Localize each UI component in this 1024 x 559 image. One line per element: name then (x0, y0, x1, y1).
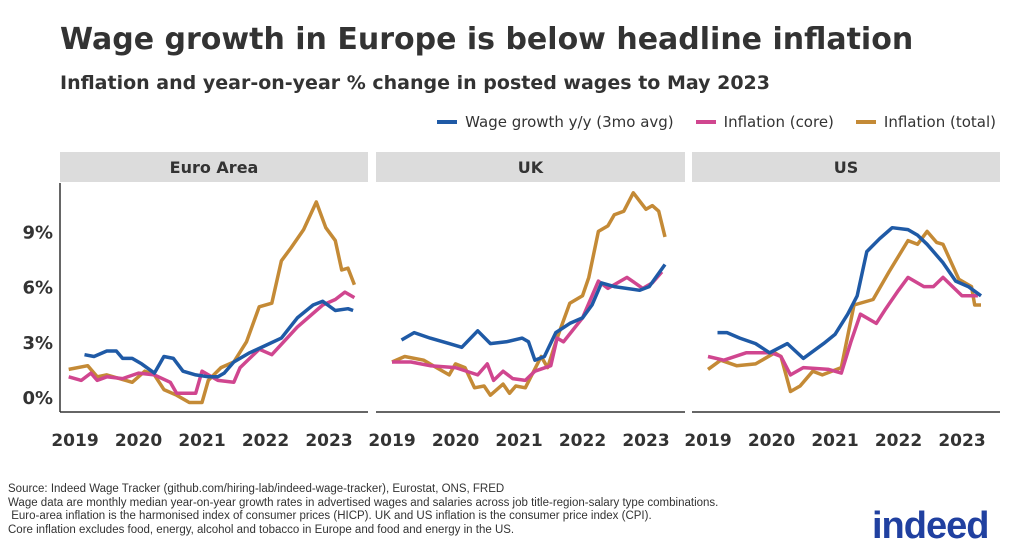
legend-label: Wage growth y/y (3mo avg) (465, 113, 674, 131)
x-tick-label: 2019 (684, 431, 731, 451)
footnote-line: Euro-area inflation is the harmonised in… (8, 510, 652, 522)
x-tick-label: 2021 (178, 431, 225, 451)
series-line-core (68, 290, 356, 396)
panel-strip (60, 152, 368, 182)
x-tick-label: 2021 (811, 431, 858, 451)
x-tick-label: 2021 (495, 431, 542, 451)
series-line-core (707, 275, 978, 377)
x-tick-label: 2022 (875, 431, 922, 451)
legend-swatch-wage (437, 120, 458, 124)
x-tick-label: 2020 (432, 431, 479, 451)
panel-strip (692, 152, 1000, 182)
y-tick-label: 0% (22, 388, 53, 409)
x-tick-label: 2019 (368, 431, 415, 451)
series-line-wage (717, 225, 983, 361)
indeed-logo: indeed (872, 505, 989, 547)
y-tick-label: 3% (22, 333, 53, 354)
x-tick-label: 2022 (559, 431, 606, 451)
x-tick-label: 2023 (305, 431, 352, 451)
series-line-core (392, 270, 664, 383)
panel-title: Euro Area (170, 158, 259, 177)
legend-label: Inflation (core) (723, 113, 834, 131)
legend: Wage growth y/y (3mo avg) Inflation (cor… (437, 113, 996, 131)
x-tick-label: 2023 (938, 431, 985, 451)
legend-item-wage: Wage growth y/y (3mo avg) (437, 113, 674, 131)
legend-item-total: Inflation (total) (855, 113, 996, 131)
x-tick-label: 2020 (115, 431, 162, 451)
panel-title: UK (518, 158, 544, 177)
source-note: Source: Indeed Wage Tracker (github.com/… (8, 483, 505, 495)
series-line-wage (84, 299, 354, 379)
chart-title: Wage growth in Europe is below headline … (60, 22, 914, 57)
x-tick-label: 2023 (622, 431, 669, 451)
series-line-wage (400, 263, 667, 362)
footnote-line: Core inflation excludes food, energy, al… (8, 523, 515, 536)
panel-title: US (834, 158, 859, 177)
series-line-total (68, 200, 357, 405)
chart-subtitle: Inflation and year-on-year % change in p… (60, 72, 770, 94)
x-tick-label: 2022 (242, 431, 289, 451)
legend-item-core: Inflation (core) (695, 113, 834, 131)
footnote: Source: Indeed Wage Tracker (github.com/… (8, 483, 718, 537)
legend-swatch-core (695, 120, 716, 124)
legend-label: Inflation (total) (883, 113, 996, 131)
legend-swatch-total (855, 120, 876, 124)
panel-strip (376, 152, 685, 182)
footnote-line: Wage data are monthly median year-on-yea… (8, 496, 719, 509)
x-tick-label: 2020 (748, 431, 795, 451)
y-tick-label: 9% (22, 222, 53, 243)
x-tick-label: 2019 (51, 431, 98, 451)
y-tick-label: 6% (22, 278, 53, 299)
